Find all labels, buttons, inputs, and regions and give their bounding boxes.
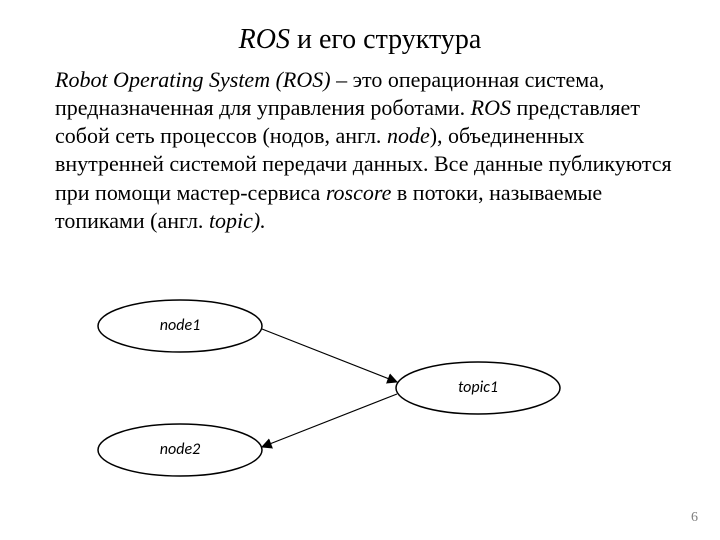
edge-node1-topic1 bbox=[262, 329, 397, 382]
node-label-node2: node2 bbox=[160, 440, 200, 459]
edge-topic1-node2 bbox=[262, 394, 397, 447]
node-topic1 bbox=[396, 362, 560, 414]
slide-title: ROS и его структура bbox=[0, 24, 720, 56]
slide-body-text: Robot Operating System (ROS) – это опера… bbox=[55, 66, 675, 235]
node-node1 bbox=[98, 300, 262, 352]
slide: ROS и его структура Robot Operating Syst… bbox=[0, 0, 720, 540]
node-node2 bbox=[98, 424, 262, 476]
node-label-node1: node1 bbox=[160, 316, 200, 335]
node-label-topic1: topic1 bbox=[458, 378, 498, 397]
page-number: 6 bbox=[691, 510, 698, 526]
